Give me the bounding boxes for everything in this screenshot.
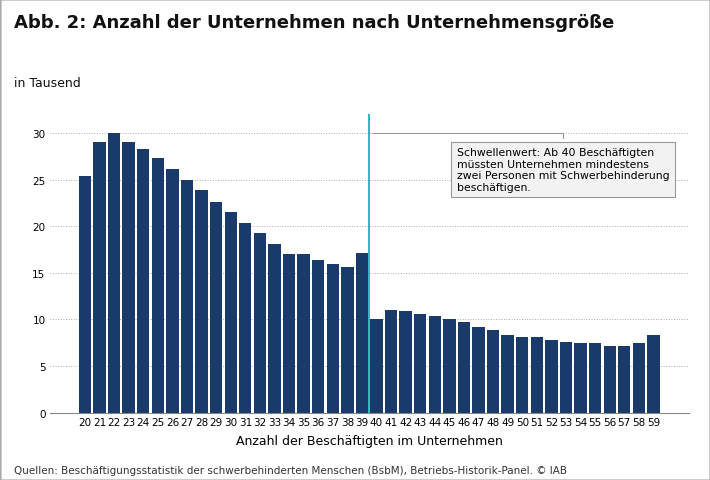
Bar bbox=[633, 343, 645, 413]
Bar bbox=[472, 327, 485, 413]
Bar bbox=[356, 254, 368, 413]
Bar bbox=[385, 311, 398, 413]
Bar bbox=[123, 143, 135, 413]
Bar bbox=[458, 323, 470, 413]
Bar bbox=[443, 320, 456, 413]
Bar bbox=[297, 255, 310, 413]
Bar bbox=[79, 177, 91, 413]
Bar bbox=[152, 159, 164, 413]
Bar bbox=[530, 337, 543, 413]
Bar bbox=[195, 191, 208, 413]
Bar bbox=[283, 255, 295, 413]
Bar bbox=[268, 244, 280, 413]
Bar bbox=[166, 170, 179, 413]
Bar bbox=[618, 346, 630, 413]
Bar bbox=[604, 346, 616, 413]
Bar bbox=[371, 319, 383, 413]
Bar bbox=[341, 268, 354, 413]
Bar bbox=[648, 336, 660, 413]
Bar bbox=[327, 265, 339, 413]
Bar bbox=[545, 340, 557, 413]
Bar bbox=[574, 343, 586, 413]
Text: in Tausend: in Tausend bbox=[14, 77, 81, 90]
Bar bbox=[487, 330, 499, 413]
Text: Schwellenwert: Ab 40 Beschäftigten
müssten Unternehmen mindestens
zwei Personen : Schwellenwert: Ab 40 Beschäftigten müsst… bbox=[372, 134, 670, 192]
X-axis label: Anzahl der Beschäftigten im Unternehmen: Anzahl der Beschäftigten im Unternehmen bbox=[236, 434, 503, 447]
Bar bbox=[210, 203, 222, 413]
Bar bbox=[589, 343, 601, 413]
Text: Abb. 2: Anzahl der Unternehmen nach Unternehmensgröße: Abb. 2: Anzahl der Unternehmen nach Unte… bbox=[14, 14, 614, 32]
Bar bbox=[224, 213, 237, 413]
Bar bbox=[501, 336, 514, 413]
Bar bbox=[429, 316, 441, 413]
Text: Quellen: Beschäftigungsstatistik der schwerbehinderten Menschen (BsbM), Betriebs: Quellen: Beschäftigungsstatistik der sch… bbox=[14, 465, 567, 475]
Bar bbox=[400, 312, 412, 413]
Bar bbox=[516, 337, 528, 413]
Bar bbox=[137, 150, 149, 413]
Bar bbox=[253, 233, 266, 413]
Bar bbox=[312, 260, 324, 413]
Bar bbox=[93, 143, 106, 413]
Bar bbox=[559, 342, 572, 413]
Bar bbox=[181, 180, 193, 413]
Bar bbox=[414, 314, 427, 413]
Bar bbox=[108, 134, 120, 413]
Bar bbox=[239, 224, 251, 413]
